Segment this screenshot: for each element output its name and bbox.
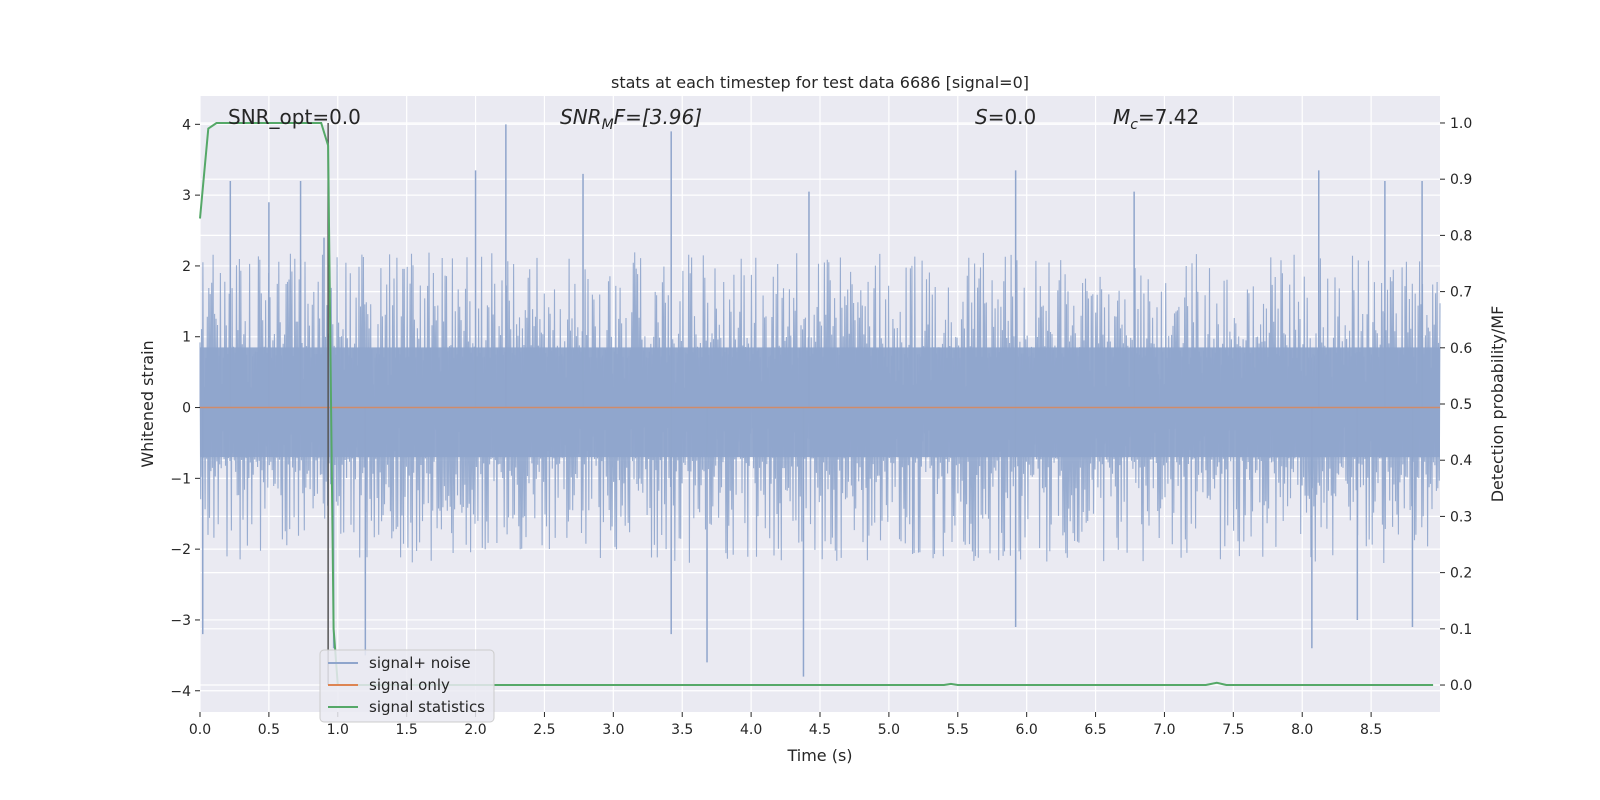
x-tick-label: 2.5 (533, 722, 555, 738)
x-axis-label: Time (s) (786, 746, 852, 765)
y-tick-label: 3 (182, 188, 191, 204)
signal-noise-series (199, 124, 1441, 677)
x-tick-label: 0.0 (189, 722, 211, 738)
y-tick-label: −1 (170, 471, 191, 487)
y2-tick-label: 0.1 (1450, 622, 1472, 638)
s-value: =0.0 (988, 105, 1037, 129)
x-tick-label: 6.0 (1016, 722, 1038, 738)
annotation-snr-mf: SNRMF=[3.96] (560, 105, 702, 133)
y2-tick-label: 0.0 (1450, 678, 1472, 694)
legend-label-signal-noise: signal+ noise (369, 654, 471, 672)
x-tick-label: 4.0 (740, 722, 762, 738)
y2-tick-label: 0.8 (1450, 228, 1472, 244)
y-tick-label: −2 (170, 542, 191, 558)
y-tick-label: −4 (170, 684, 191, 700)
annotation-s: S=0.0 (975, 105, 1036, 129)
y2-tick-label: 0.7 (1450, 285, 1472, 301)
mc-sub: c (1130, 117, 1138, 133)
y-tick-label: −3 (170, 613, 191, 629)
chart-title: stats at each timestep for test data 668… (611, 73, 1029, 92)
x-tick-label: 1.0 (327, 722, 349, 738)
y-tick-label: 1 (182, 330, 191, 346)
y2-axis-ticks: 1.0 0.9 0.8 0.7 0.6 0.5 0.4 0.3 0.2 0.1 0.0 (1440, 116, 1472, 694)
x-tick-label: 8.5 (1360, 722, 1382, 738)
annotation-snr-opt: SNR_opt=0.0 (228, 105, 361, 129)
x-tick-label: 4.5 (809, 722, 831, 738)
x-tick-label: 6.5 (1084, 722, 1106, 738)
x-tick-label: 8.0 (1291, 722, 1313, 738)
y-axis-label: Whitened strain (138, 340, 157, 467)
s-symbol: S (975, 105, 988, 129)
y2-tick-label: 0.3 (1450, 509, 1472, 525)
y2-tick-label: 1.0 (1450, 116, 1472, 132)
y-tick-label: 2 (182, 259, 191, 275)
x-tick-label: 5.5 (947, 722, 969, 738)
legend-label-signal-statistics: signal statistics (369, 698, 485, 716)
y-tick-label: 0 (182, 401, 191, 417)
snr-mf-sub: M (602, 117, 614, 133)
snr-mf-rest: F=[3.96] (614, 105, 702, 129)
x-tick-label: 5.0 (878, 722, 900, 738)
x-tick-label: 1.5 (396, 722, 418, 738)
legend-label-signal-only: signal only (369, 676, 450, 694)
y2-tick-label: 0.6 (1450, 341, 1472, 357)
x-tick-label: 3.0 (602, 722, 624, 738)
annotation-mc: Mc=7.42 (1113, 105, 1199, 133)
x-axis-ticks: 0.0 0.5 1.0 1.5 2.0 2.5 3.0 3.5 4.0 4.5 5.0 5.5 6.0 6… (189, 712, 1382, 738)
x-tick-label: 7.5 (1222, 722, 1244, 738)
signal-noise-core (200, 347, 1440, 458)
y2-tick-label: 0.4 (1450, 453, 1472, 469)
y2-tick-label: 0.5 (1450, 397, 1472, 413)
snr-mf-base: SNR (560, 105, 602, 129)
y2-axis-label: Detection probability/MF (1488, 306, 1507, 503)
mc-symbol: M (1113, 105, 1130, 129)
legend-box (319, 649, 495, 723)
x-tick-label: 7.0 (1153, 722, 1175, 738)
x-tick-label: 0.5 (258, 722, 280, 738)
x-tick-label: 2.0 (464, 722, 486, 738)
y-axis-ticks: 4 3 2 1 0 −1 −2 −3 −4 (170, 117, 200, 700)
y2-tick-label: 0.2 (1450, 566, 1472, 582)
mc-value: =7.42 (1138, 105, 1199, 129)
y2-tick-label: 0.9 (1450, 172, 1472, 188)
x-tick-label: 3.5 (671, 722, 693, 738)
legend: signal+ noise signal only signal statist… (319, 649, 495, 723)
y-tick-label: 4 (182, 117, 191, 133)
